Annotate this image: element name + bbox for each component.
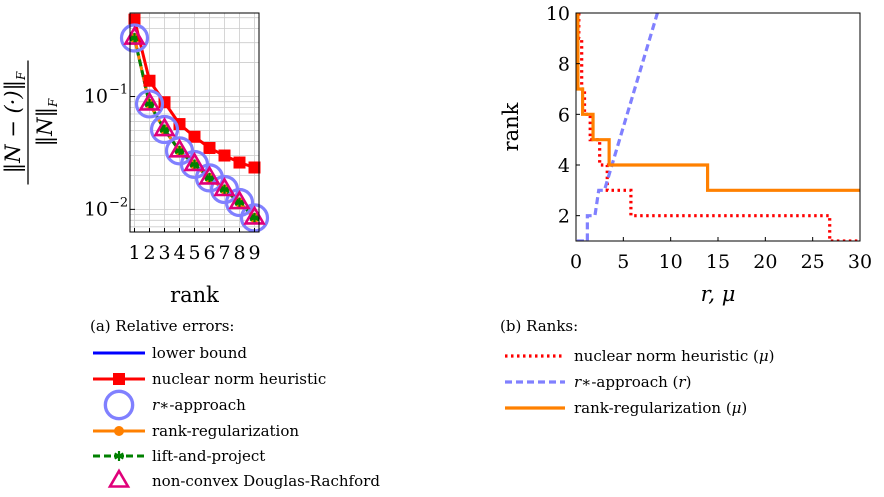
y-label-den-sub: F (46, 98, 60, 108)
series-a (119, 13, 270, 233)
legend-label-rest: ) (769, 347, 775, 365)
legend-label: rank-regularization (μ) (574, 399, 747, 417)
legend-label-italic: r (574, 373, 582, 391)
y-tick-label: 2 (558, 206, 570, 228)
square-marker (143, 74, 156, 87)
triangle-marker (183, 151, 206, 172)
triangle-marker (153, 116, 176, 137)
x-tick-label: 25 (801, 251, 825, 273)
y-tick-label: 10 (84, 198, 108, 220)
legend-label: lift-and-project (152, 447, 265, 465)
x-tick-label: 7 (218, 242, 230, 264)
x-tick-label: 30 (848, 251, 872, 273)
x-tick-label: 5 (188, 242, 200, 264)
ticks-a: 1 2 3 4 5 6 7 8 910−110−2 (84, 83, 261, 264)
series-b (576, 13, 860, 241)
plot-frame-b (575, 12, 861, 242)
caption-b: (b) Ranks: (500, 317, 578, 335)
y-label-num-sub: F (14, 71, 28, 81)
y-axis-label-b: rank (499, 102, 523, 151)
legend-label: lower bound (152, 344, 247, 362)
triangle-marker (107, 468, 131, 488)
x-tick-label: 1 (128, 242, 140, 264)
x-tick-label: 5 (617, 251, 629, 273)
legend-label: nuclear norm heuristic (μ) (574, 347, 774, 365)
triangle-marker (138, 91, 161, 111)
square-marker (233, 156, 246, 169)
series-line-b-0 (577, 13, 860, 241)
square-marker (218, 149, 231, 162)
square-marker (128, 13, 141, 26)
square-marker (188, 130, 201, 143)
legend-label-rest: ∗-approach (159, 396, 246, 414)
x-tick-label: 3 (158, 242, 170, 264)
y-tick-label: 4 (558, 155, 570, 177)
x-tick-label: 20 (753, 251, 777, 273)
x-tick-label: 2 (143, 242, 155, 264)
y-tick-label: 8 (558, 54, 570, 76)
circle-marker (224, 187, 255, 218)
series-line-b-2 (576, 13, 860, 192)
y-axis-label-a: ‖N − (·)‖F ‖N‖F (1, 60, 60, 185)
legend-label: rank-regularization (152, 422, 299, 440)
legend-label-italic: r (152, 396, 160, 414)
x-axis-label-b: r, μ (701, 282, 736, 306)
x-axis-label-a: rank (170, 283, 219, 307)
y-label-numerator: ‖N − (·)‖F (1, 71, 28, 173)
caption-a: (a) Relative errors: (90, 317, 234, 335)
circle-marker (119, 23, 150, 53)
triangle-marker (198, 165, 221, 185)
y-tick-exponent: −2 (109, 195, 128, 210)
legend-label-rest: ∗-approach ( (581, 373, 678, 391)
legend-label-italic: μ (759, 347, 769, 365)
series-2 (119, 23, 270, 233)
square-marker (203, 141, 216, 154)
x-tick-label: 4 (173, 242, 185, 264)
y-tick-label: 10 (84, 86, 108, 108)
series-line-b-1 (576, 13, 660, 241)
legend-label-rest: nuclear norm heuristic ( (574, 347, 759, 365)
grid-a (130, 13, 259, 232)
y-tick-label: 6 (558, 104, 570, 126)
series-1 (128, 13, 261, 174)
y-tick-exponent: −1 (109, 83, 128, 98)
legend-label: r∗-approach (152, 396, 246, 414)
chart-relative-errors: 1 2 3 4 5 6 7 8 910−110−2 rank ‖N − (·)‖F ‖N‖F (1, 12, 270, 307)
legend-label: non-convex Douglas-Rachford (152, 472, 380, 490)
triangle-marker (168, 138, 191, 158)
ticks-b: 0 5 10 15 20 25 30 2 4 6 8 10 (546, 3, 872, 273)
x-tick-label: 15 (706, 251, 730, 273)
square-marker (248, 161, 261, 174)
legend-label-rest: ) (686, 373, 692, 391)
y-label-denominator: ‖N‖F (33, 98, 60, 146)
x-tick-label: 6 (203, 242, 215, 264)
legend-b: nuclear norm heuristic (μ)r∗-approach (r… (505, 347, 774, 417)
y-label-den-main: ‖N‖ (33, 107, 58, 146)
series-4 (129, 33, 260, 223)
circle-marker (103, 389, 135, 421)
legend-label-italic: r (678, 373, 686, 391)
triangle-marker (213, 176, 236, 197)
x-tick-label: 0 (570, 251, 582, 273)
legend-label-italic: μ (732, 399, 742, 417)
triangle-marker (228, 189, 251, 210)
chart-ranks: 0 5 10 15 20 25 30 2 4 6 8 10 r, μ rank (499, 3, 872, 306)
x-tick-label: 8 (233, 242, 245, 264)
dot-marker (114, 426, 124, 436)
y-tick-label: 10 (546, 3, 570, 25)
circle-marker (134, 89, 165, 119)
square-marker (113, 373, 125, 385)
x-tick-label: 10 (659, 251, 683, 273)
legend-label-rest: ) (741, 399, 747, 417)
x-tick-label: 9 (248, 242, 260, 264)
legend-label: r∗-approach (r) (574, 373, 691, 391)
legend-label-rest: rank-regularization ( (574, 399, 732, 417)
legend-label: nuclear norm heuristic (152, 370, 326, 388)
legend-a: lower bound nuclear norm heuristic r∗-appr… (93, 344, 380, 490)
circle-marker (149, 114, 180, 145)
y-label-num-main: ‖N − (·)‖ (1, 80, 26, 173)
